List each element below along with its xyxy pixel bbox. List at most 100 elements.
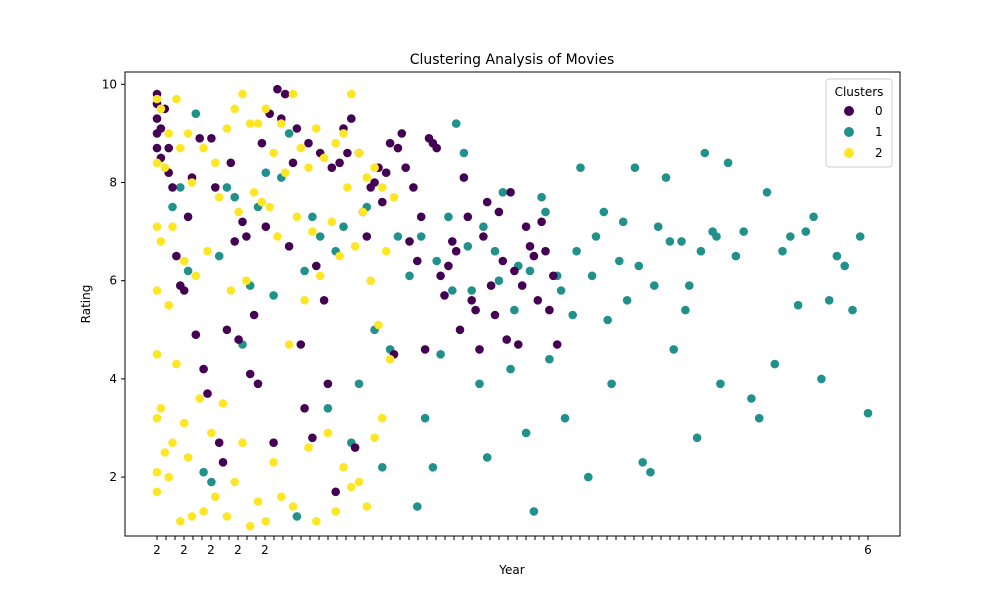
point-cluster-0-11 xyxy=(172,251,181,261)
x-tick-label: 2 xyxy=(234,543,242,557)
point-cluster-0-43 xyxy=(296,340,306,349)
point-cluster-1-2 xyxy=(183,266,193,276)
point-cluster-0-49 xyxy=(319,296,329,305)
point-cluster-1-105 xyxy=(650,281,659,290)
point-cluster-0-32 xyxy=(253,379,263,389)
point-cluster-0-53 xyxy=(335,158,344,168)
x-tick-label: 2 xyxy=(153,543,161,557)
point-cluster-1-18 xyxy=(308,212,317,222)
point-cluster-2-3 xyxy=(152,286,162,295)
point-cluster-2-80 xyxy=(339,129,348,138)
point-cluster-1-101 xyxy=(587,271,597,281)
point-cluster-1-107 xyxy=(681,305,690,315)
y-tick-label: 2 xyxy=(109,470,117,484)
point-cluster-2-60 xyxy=(277,492,286,502)
point-cluster-0-104 xyxy=(533,296,543,305)
point-cluster-0-55 xyxy=(343,148,352,158)
point-cluster-2-47 xyxy=(245,119,255,128)
point-cluster-0-96 xyxy=(502,335,512,344)
point-cluster-0-8 xyxy=(164,143,173,153)
point-cluster-2-99 xyxy=(389,192,399,202)
point-cluster-2-79 xyxy=(335,251,344,261)
point-cluster-1-41 xyxy=(490,246,500,256)
point-cluster-0-13 xyxy=(179,286,189,295)
point-cluster-2-2 xyxy=(152,222,162,231)
point-cluster-2-68 xyxy=(304,163,313,172)
point-cluster-1-17 xyxy=(300,266,309,276)
point-cluster-1-78 xyxy=(778,246,787,256)
point-cluster-2-62 xyxy=(284,340,294,349)
y-tick-label: 8 xyxy=(109,175,117,189)
point-cluster-0-80 xyxy=(440,291,449,300)
chart-title: Clustering Analysis of Movies xyxy=(410,52,615,68)
point-cluster-0-93 xyxy=(490,310,500,320)
point-cluster-1-84 xyxy=(824,296,834,305)
point-cluster-2-1 xyxy=(152,158,162,168)
legend: Clusters 0 1 2 xyxy=(825,78,893,168)
point-cluster-2-9 xyxy=(156,237,166,246)
y-tick-label: 10 xyxy=(102,77,117,91)
point-cluster-2-90 xyxy=(362,502,372,511)
point-cluster-0-51 xyxy=(327,163,337,172)
point-cluster-1-82 xyxy=(809,212,818,222)
point-cluster-0-68 xyxy=(393,143,403,153)
point-cluster-2-36 xyxy=(214,192,224,202)
point-cluster-0-14 xyxy=(183,212,193,222)
point-cluster-2-94 xyxy=(374,320,383,330)
point-cluster-2-30 xyxy=(199,143,208,153)
point-cluster-2-32 xyxy=(203,246,212,256)
point-cluster-1-15 xyxy=(284,129,294,138)
point-cluster-0-73 xyxy=(413,256,422,266)
point-cluster-0-70 xyxy=(401,163,411,172)
point-cluster-1-0 xyxy=(168,202,177,212)
point-cluster-0-85 xyxy=(459,173,469,182)
point-cluster-0-44 xyxy=(300,404,309,413)
point-cluster-0-25 xyxy=(226,158,236,168)
point-cluster-2-61 xyxy=(280,168,290,177)
point-cluster-1-57 xyxy=(615,256,624,266)
point-cluster-0-39 xyxy=(280,89,290,99)
x-tick-label: 2 xyxy=(207,543,215,557)
point-cluster-2-85 xyxy=(350,242,360,251)
data-points xyxy=(152,84,873,531)
point-cluster-1-103 xyxy=(618,217,628,227)
point-cluster-1-80 xyxy=(793,300,803,310)
point-cluster-2-13 xyxy=(164,129,173,138)
legend-title: Clusters xyxy=(835,85,884,99)
point-cluster-1-34 xyxy=(436,350,445,359)
point-cluster-1-77 xyxy=(770,359,780,369)
point-cluster-2-35 xyxy=(211,492,220,502)
point-cluster-0-30 xyxy=(245,369,255,379)
legend-box xyxy=(825,78,893,168)
point-cluster-1-75 xyxy=(754,413,764,423)
point-cluster-2-74 xyxy=(319,153,329,163)
point-cluster-0-99 xyxy=(514,340,523,349)
point-cluster-0-50 xyxy=(323,379,333,389)
point-cluster-0-72 xyxy=(409,183,418,192)
point-cluster-2-44 xyxy=(238,89,247,99)
point-cluster-2-5 xyxy=(152,413,162,423)
point-cluster-1-30 xyxy=(405,271,414,281)
point-cluster-0-69 xyxy=(397,129,407,138)
point-cluster-2-25 xyxy=(183,453,193,462)
point-cluster-1-47 xyxy=(537,192,546,202)
point-cluster-2-88 xyxy=(358,207,368,217)
point-cluster-2-31 xyxy=(199,507,208,516)
point-cluster-1-35 xyxy=(444,212,453,222)
point-cluster-1-37 xyxy=(459,148,469,158)
point-cluster-1-73 xyxy=(739,227,748,236)
point-cluster-2-53 xyxy=(261,104,271,114)
point-cluster-2-27 xyxy=(187,512,197,521)
point-cluster-2-19 xyxy=(172,359,181,369)
point-cluster-1-53 xyxy=(584,472,593,482)
point-cluster-2-55 xyxy=(265,202,275,212)
point-cluster-2-28 xyxy=(191,271,201,281)
point-cluster-1-67 xyxy=(692,433,702,443)
point-cluster-1-64 xyxy=(669,345,678,354)
point-cluster-2-66 xyxy=(296,143,306,153)
point-cluster-2-82 xyxy=(343,183,352,192)
point-cluster-2-10 xyxy=(156,404,166,413)
point-cluster-0-95 xyxy=(498,256,508,266)
point-cluster-2-77 xyxy=(331,138,341,148)
point-cluster-1-65 xyxy=(677,237,686,246)
